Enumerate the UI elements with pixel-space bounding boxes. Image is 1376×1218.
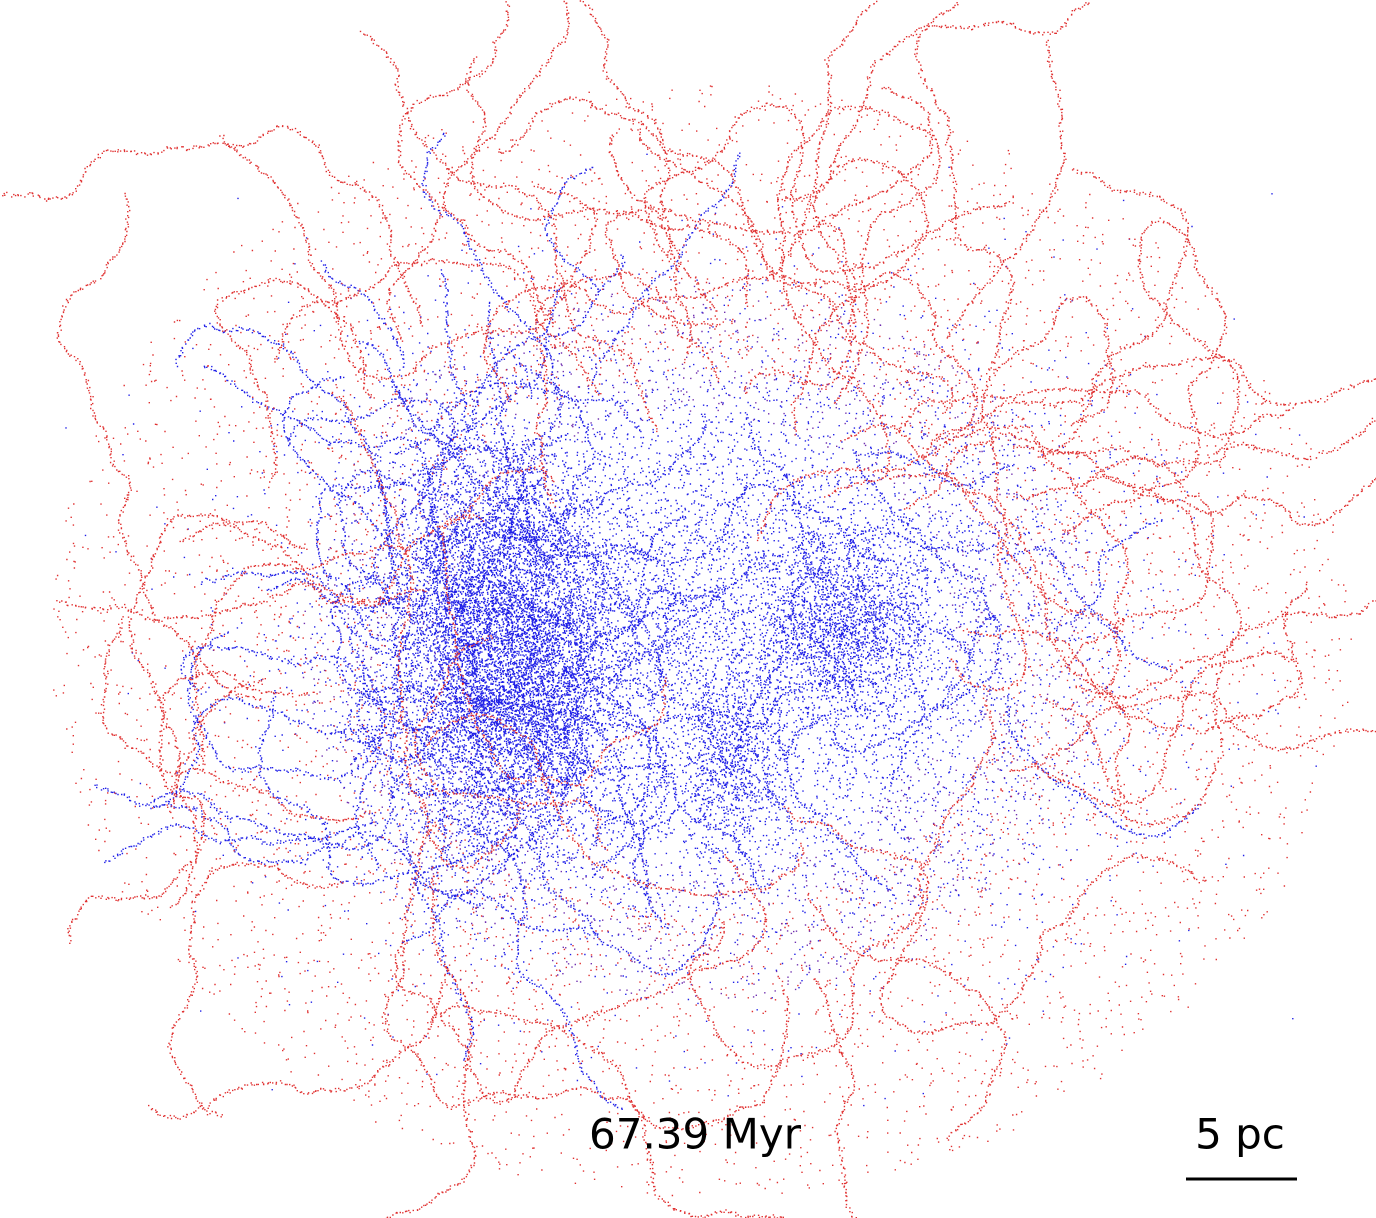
scale-bar-label: 5 pc bbox=[1195, 1110, 1285, 1159]
time-label: 67.39 Myr bbox=[589, 1110, 802, 1159]
